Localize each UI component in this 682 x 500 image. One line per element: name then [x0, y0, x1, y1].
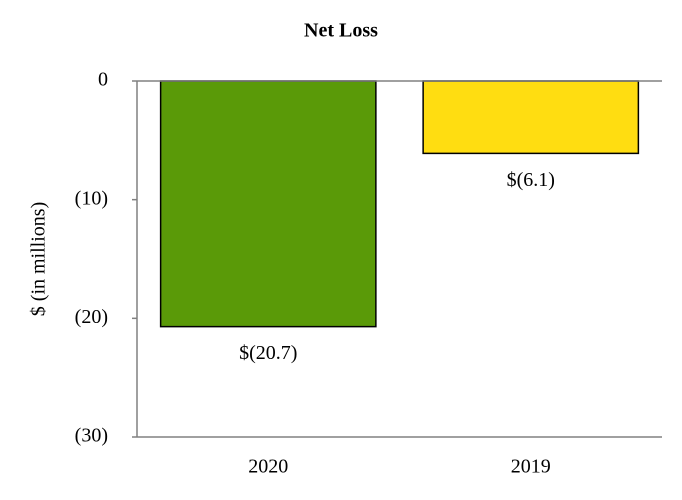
x-tick-label: 2020 — [248, 456, 288, 478]
chart-title: Net Loss — [304, 20, 378, 42]
value-label: $(6.1) — [507, 169, 555, 191]
value-label: $(20.7) — [239, 342, 297, 364]
bar — [422, 80, 640, 155]
y-tick-label: 0 — [98, 69, 108, 91]
y-tick-label: (20) — [75, 306, 108, 328]
bar — [159, 80, 377, 328]
y-tick-label: (30) — [75, 425, 108, 447]
x-tick-label: 2019 — [511, 456, 551, 478]
y-axis-label: $ (in millions) — [28, 202, 50, 316]
y-tick-label: (10) — [75, 187, 108, 209]
